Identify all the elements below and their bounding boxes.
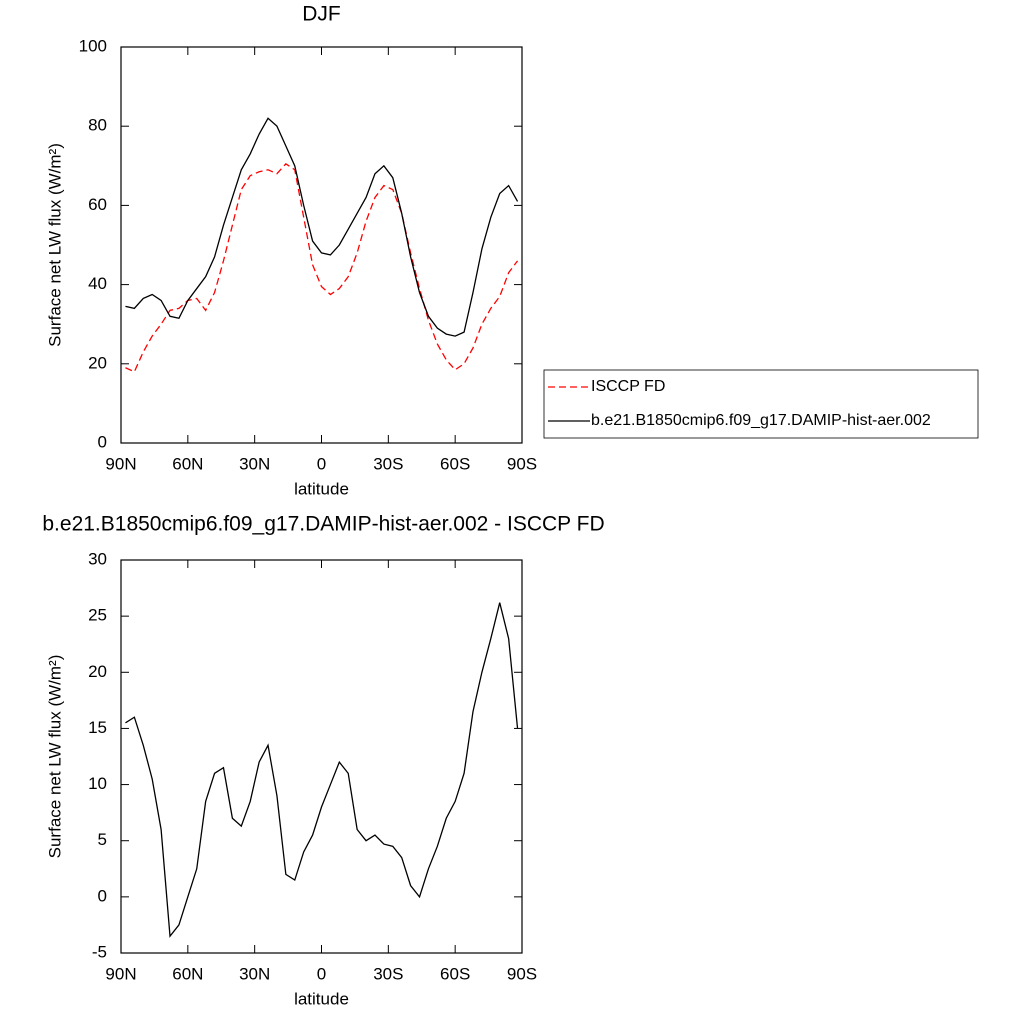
x-tick-label: 60N bbox=[172, 964, 203, 983]
y-tick-label: 0 bbox=[98, 886, 107, 905]
y-tick-label: -5 bbox=[92, 942, 107, 961]
data-line bbox=[125, 117, 519, 337]
x-axis-label: latitude bbox=[294, 989, 349, 1008]
x-tick-label: 30N bbox=[239, 454, 270, 473]
x-tick-label: 90N bbox=[105, 964, 136, 983]
y-axis-label: Surface net LW flux (W/m²) bbox=[45, 655, 64, 859]
chart-title: b.e21.B1850cmip6.f09_g17.DAMIP-hist-aer.… bbox=[42, 513, 604, 536]
y-tick-label: 0 bbox=[98, 432, 107, 451]
x-tick-label: 60N bbox=[172, 454, 203, 473]
y-tick-label: 20 bbox=[88, 353, 107, 372]
y-tick-label: 40 bbox=[88, 274, 107, 293]
x-tick-label: 90S bbox=[507, 454, 537, 473]
x-tick-label: 0 bbox=[317, 454, 326, 473]
y-tick-label: 15 bbox=[88, 718, 107, 737]
y-tick-label: 10 bbox=[88, 774, 107, 793]
data-line bbox=[125, 602, 519, 938]
x-tick-label: 90S bbox=[507, 964, 537, 983]
x-tick-label: 90N bbox=[105, 454, 136, 473]
x-tick-label: 30S bbox=[373, 454, 403, 473]
y-tick-label: 80 bbox=[88, 116, 107, 135]
legend-label: b.e21.B1850cmip6.f09_g17.DAMIP-hist-aer.… bbox=[591, 412, 931, 429]
plot-frame bbox=[120, 559, 523, 954]
x-tick-label: 30S bbox=[373, 964, 403, 983]
x-tick-label: 60S bbox=[440, 964, 470, 983]
y-tick-label: 100 bbox=[79, 36, 107, 55]
y-axis-label: Surface net LW flux (W/m²) bbox=[45, 143, 64, 347]
y-tick-label: 30 bbox=[88, 549, 107, 568]
legend-box bbox=[543, 369, 979, 439]
y-tick-label: 60 bbox=[88, 195, 107, 214]
x-axis-label: latitude bbox=[294, 479, 349, 498]
x-tick-label: 30N bbox=[239, 964, 270, 983]
x-tick-label: 60S bbox=[440, 454, 470, 473]
legend-label: ISCCP FD bbox=[591, 378, 665, 395]
y-tick-label: 25 bbox=[88, 606, 107, 625]
chart-title: DJF bbox=[302, 3, 341, 26]
plot-frame bbox=[120, 46, 523, 444]
y-tick-label: 20 bbox=[88, 662, 107, 681]
y-tick-label: 5 bbox=[98, 830, 107, 849]
x-tick-label: 0 bbox=[317, 964, 326, 983]
data-line bbox=[125, 162, 519, 373]
